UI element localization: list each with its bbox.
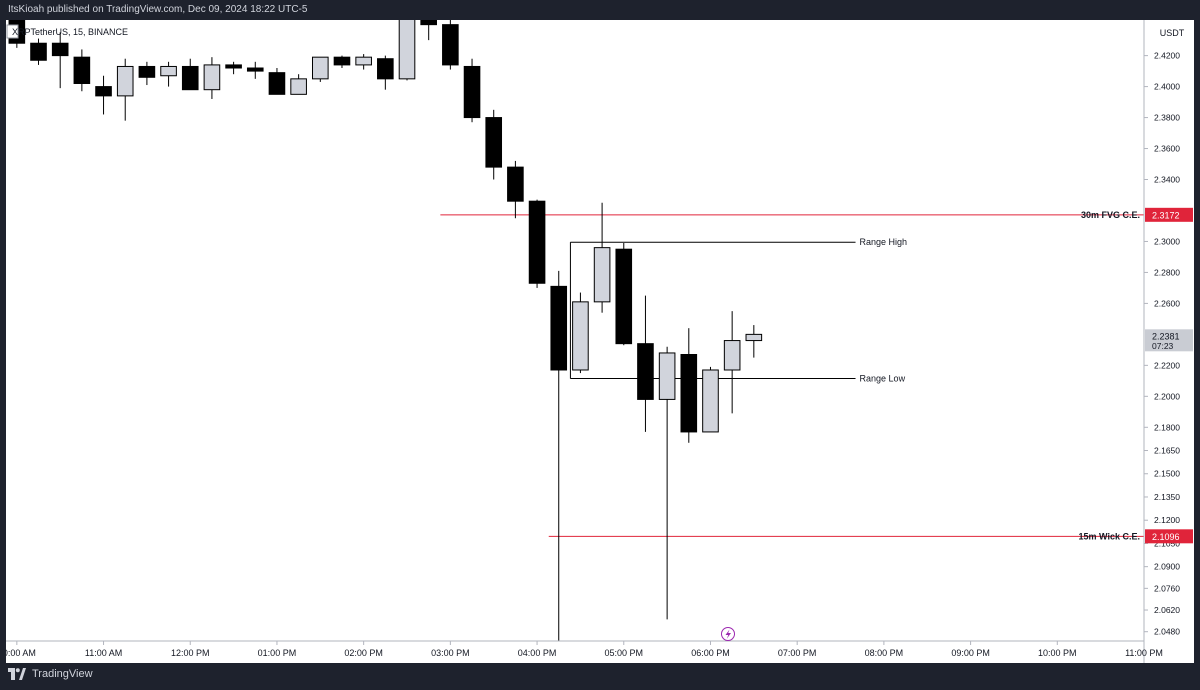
collapse-toggle-icon[interactable] (6, 24, 19, 39)
currency-label: USDT (1160, 28, 1185, 38)
bearish-candle[interactable] (463, 65, 481, 119)
price-tick-label: 2.0620 (1154, 605, 1180, 615)
bullish-candle[interactable] (398, 14, 416, 80)
time-tick-label: 10:00 PM (1038, 648, 1077, 658)
bullish-candle[interactable] (312, 56, 329, 80)
price-tick-label: 2.2800 (1154, 267, 1180, 277)
price-tick-label: 2.3400 (1154, 175, 1180, 185)
price-tick-label: 2.3800 (1154, 113, 1180, 123)
price-tick-label: 2.1350 (1154, 492, 1180, 502)
time-tick-label: 10:00 AM (6, 648, 36, 658)
bullish-candle[interactable] (723, 340, 741, 371)
bearish-candle[interactable] (30, 42, 47, 61)
price-tick-label: 2.4200 (1154, 51, 1180, 61)
bullish-candle[interactable] (593, 247, 611, 303)
time-tick-label: 06:00 PM (691, 648, 730, 658)
time-tick-label: 04:00 PM (518, 648, 557, 658)
time-tick-label: 07:00 PM (778, 648, 817, 658)
bullish-candle[interactable] (203, 64, 221, 91)
price-tick-label: 2.3000 (1154, 236, 1180, 246)
price-tick-label: 2.2000 (1154, 391, 1180, 401)
bearish-candle[interactable] (680, 354, 698, 433)
bearish-candle[interactable] (95, 86, 112, 97)
bearish-candle[interactable] (225, 64, 242, 69)
tradingview-logo-icon (8, 668, 26, 680)
wick-price-badge: 2.1096 (1152, 532, 1180, 542)
tradingview-logo[interactable]: TradingView (8, 668, 93, 680)
bullish-candle[interactable] (160, 65, 177, 77)
price-tick-label: 2.0760 (1154, 583, 1180, 593)
time-tick-label: 11:00 PM (1125, 648, 1163, 658)
wick-ce-label: 15m Wick C.E. (1079, 531, 1140, 541)
price-tick-label: 2.3600 (1154, 144, 1180, 154)
bullish-candle[interactable] (116, 65, 134, 97)
symbol-info: XRPTetherUS, 15, BINANCE (12, 27, 128, 37)
candlestick-chart[interactable]: XRPTetherUS, 15, BINANCE 2.4200 2.4000 2.3… (0, 13, 1194, 663)
current-price-badge-bg (1145, 329, 1193, 352)
footer-bar: TradingView (0, 663, 1200, 690)
price-tick-label: 2.4000 (1154, 82, 1180, 92)
lightning-icon[interactable] (721, 627, 735, 641)
price-tick-label: 2.2600 (1154, 298, 1180, 308)
bullish-candle[interactable] (745, 333, 763, 342)
publish-header: ItsKioah published on TradingView.com, D… (0, 0, 1200, 20)
candle-countdown: 07:23 (1152, 341, 1174, 351)
fvg-ce-label: 30m FVG C.E. (1081, 210, 1140, 220)
bullish-candle[interactable] (290, 78, 307, 95)
time-tick-label: 03:00 PM (431, 648, 470, 658)
bearish-candle[interactable] (485, 117, 503, 168)
bearish-candle[interactable] (420, 17, 437, 26)
time-tick-label: 08:00 PM (865, 648, 904, 658)
range-low-label: Range Low (860, 374, 906, 384)
current-price-value: 2.2381 (1152, 331, 1180, 341)
bearish-candle[interactable] (181, 65, 199, 91)
price-tick-label: 2.0480 (1154, 627, 1180, 637)
fvg-price-badge-bg (1145, 207, 1193, 222)
time-tick-label: 09:00 PM (951, 648, 990, 658)
bearish-candle[interactable] (377, 58, 394, 80)
bearish-candle[interactable] (442, 24, 459, 66)
tradingview-brand: TradingView (32, 668, 93, 680)
bearish-candle[interactable] (637, 343, 654, 400)
price-tick-label: 2.1500 (1154, 469, 1180, 479)
range-high-label: Range High (860, 237, 908, 247)
time-tick-label: 12:00 PM (171, 648, 210, 658)
bearish-candle[interactable] (73, 56, 91, 84)
time-tick-label: 05:00 PM (605, 648, 644, 658)
bearish-candle[interactable] (246, 67, 264, 72)
bullish-candle[interactable] (355, 56, 372, 66)
chart-area[interactable]: XRPTetherUS, 15, BINANCE 2.4200 2.4000 2.3… (0, 13, 1194, 663)
price-tick-label: 2.1800 (1154, 422, 1180, 432)
time-tick-label: 02:00 PM (344, 648, 383, 658)
bullish-candle[interactable] (572, 301, 589, 371)
bearish-candle[interactable] (615, 248, 633, 345)
bearish-candle[interactable] (528, 200, 546, 284)
time-tick-label: 11:00 AM (85, 648, 122, 658)
time-tick-label: 01:00 PM (258, 648, 297, 658)
bearish-candle[interactable] (550, 285, 568, 371)
price-tick-label: 2.1200 (1154, 515, 1180, 525)
bullish-candle[interactable] (702, 369, 719, 433)
bearish-candle[interactable] (51, 42, 69, 57)
bearish-candle[interactable] (333, 56, 351, 66)
price-tick-label: 2.2200 (1154, 360, 1180, 370)
bearish-candle[interactable] (268, 72, 286, 95)
price-tick-label: 2.1050 (1154, 538, 1180, 548)
bearish-candle[interactable] (507, 166, 524, 202)
bearish-candle[interactable] (138, 65, 156, 78)
price-tick-label: 2.0900 (1154, 562, 1180, 572)
fvg-price-badge: 2.3172 (1152, 210, 1180, 220)
publish-info: ItsKioah published on TradingView.com, D… (8, 4, 308, 15)
bullish-candle[interactable] (658, 352, 676, 400)
wick-price-badge-bg (1145, 529, 1193, 544)
price-tick-label: 2.1650 (1154, 446, 1180, 456)
